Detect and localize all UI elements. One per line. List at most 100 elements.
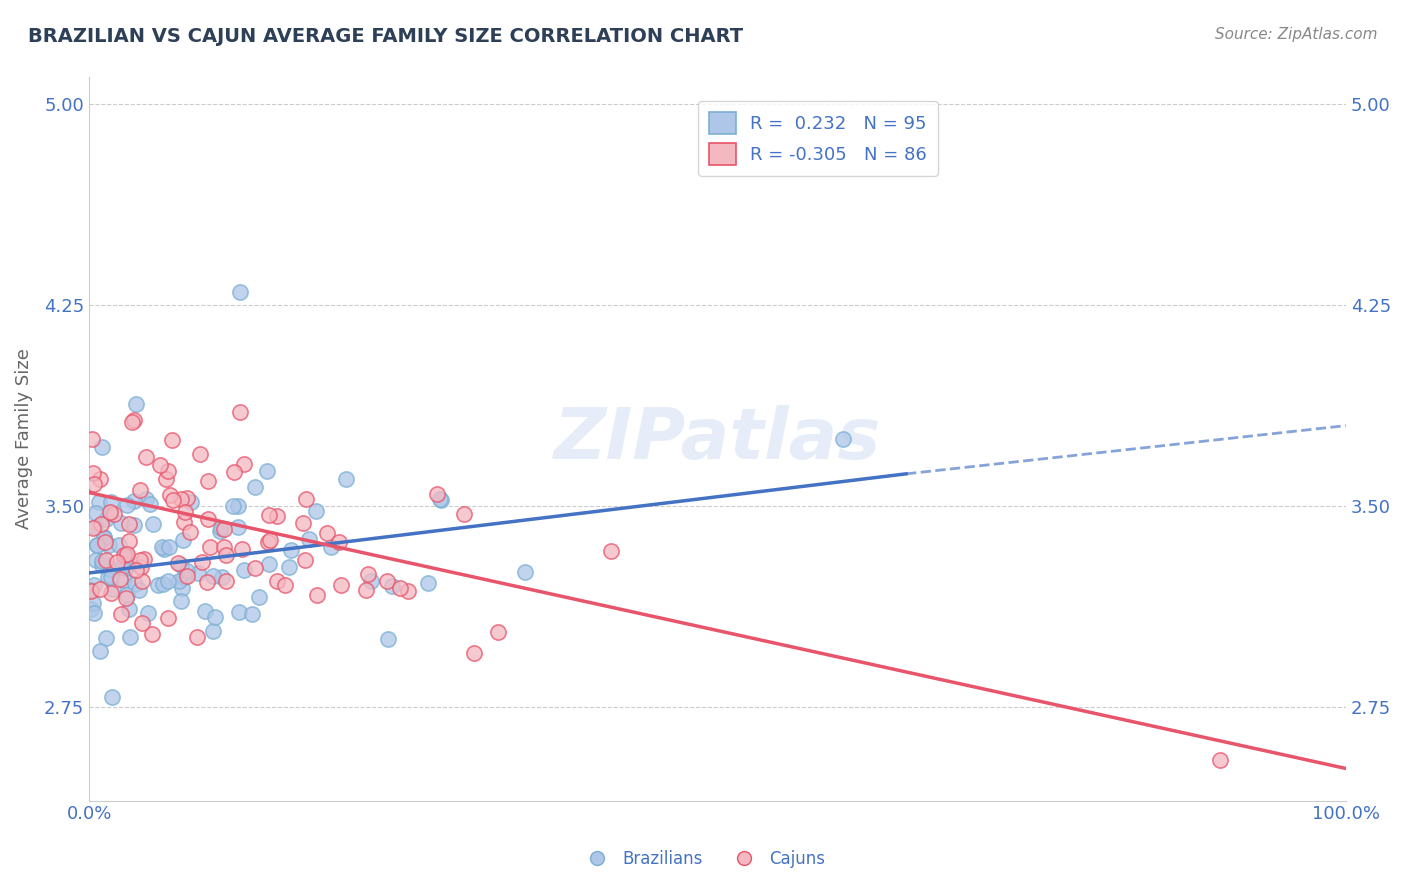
- Point: [105, 555, 128, 569]
- Point: [93, 532, 115, 546]
- Point: [122, 494, 145, 508]
- Point: [513, 565, 536, 579]
- Point: [832, 432, 855, 446]
- Point: [429, 492, 451, 507]
- Point: [396, 584, 419, 599]
- Point: [215, 574, 238, 588]
- Point: [82, 466, 104, 480]
- Point: [176, 491, 198, 505]
- Point: [103, 507, 125, 521]
- Point: [245, 480, 267, 494]
- Point: [121, 415, 143, 429]
- Point: [86, 537, 108, 551]
- Point: [257, 508, 280, 522]
- Point: [245, 561, 267, 575]
- Point: [118, 533, 141, 548]
- Point: [259, 533, 281, 547]
- Point: [146, 578, 169, 592]
- Point: [257, 534, 280, 549]
- Point: [152, 577, 174, 591]
- Point: [117, 517, 139, 532]
- Point: [84, 553, 107, 567]
- Point: [197, 475, 219, 489]
- Point: [108, 538, 131, 552]
- Point: [80, 583, 103, 598]
- Point: [187, 566, 209, 580]
- Point: [229, 405, 252, 419]
- Point: [389, 581, 412, 595]
- Point: [114, 548, 136, 562]
- Point: [328, 535, 350, 549]
- Y-axis label: Average Family Size: Average Family Size: [15, 349, 32, 530]
- Point: [179, 524, 201, 539]
- Point: [118, 602, 141, 616]
- Point: [214, 522, 236, 536]
- Point: [91, 558, 114, 572]
- Point: [98, 506, 121, 520]
- Point: [79, 582, 101, 597]
- Point: [142, 516, 165, 531]
- Point: [108, 572, 131, 586]
- Point: [204, 610, 226, 624]
- Point: [112, 548, 135, 562]
- Point: [197, 512, 219, 526]
- Point: [100, 586, 122, 600]
- Point: [97, 570, 120, 584]
- Point: [426, 487, 449, 501]
- Point: [83, 577, 105, 591]
- Point: [381, 578, 404, 592]
- Point: [96, 553, 118, 567]
- Point: [463, 646, 485, 660]
- Point: [166, 557, 188, 571]
- Point: [278, 560, 301, 574]
- Point: [330, 578, 353, 592]
- Point: [157, 611, 180, 625]
- Point: [209, 521, 232, 535]
- Point: [200, 540, 222, 554]
- Point: [486, 624, 509, 639]
- Text: ZIPatlas: ZIPatlas: [554, 405, 882, 474]
- Point: [156, 464, 179, 478]
- Point: [98, 538, 121, 552]
- Point: [176, 565, 198, 579]
- Point: [357, 567, 380, 582]
- Point: [83, 476, 105, 491]
- Point: [115, 498, 138, 512]
- Point: [170, 491, 193, 506]
- Point: [307, 588, 329, 602]
- Text: Source: ZipAtlas.com: Source: ZipAtlas.com: [1215, 27, 1378, 42]
- Point: [170, 593, 193, 607]
- Point: [89, 644, 111, 658]
- Point: [115, 591, 138, 605]
- Point: [453, 508, 475, 522]
- Point: [131, 574, 153, 589]
- Point: [100, 690, 122, 704]
- Point: [96, 631, 118, 645]
- Point: [195, 575, 218, 590]
- Point: [84, 520, 107, 534]
- Point: [80, 602, 103, 616]
- Point: [128, 552, 150, 566]
- Point: [150, 541, 173, 555]
- Point: [89, 472, 111, 486]
- Point: [257, 557, 280, 571]
- Point: [83, 606, 105, 620]
- Point: [80, 433, 103, 447]
- Point: [280, 543, 302, 558]
- Point: [93, 535, 115, 549]
- Point: [112, 552, 135, 566]
- Point: [201, 569, 224, 583]
- Point: [160, 433, 183, 447]
- Point: [416, 576, 439, 591]
- Point: [295, 492, 318, 507]
- Point: [115, 588, 138, 602]
- Point: [375, 574, 398, 589]
- Point: [212, 540, 235, 554]
- Point: [315, 526, 337, 541]
- Point: [180, 495, 202, 509]
- Point: [294, 553, 316, 567]
- Point: [232, 563, 254, 577]
- Point: [93, 530, 115, 544]
- Point: [159, 488, 181, 502]
- Point: [211, 570, 233, 584]
